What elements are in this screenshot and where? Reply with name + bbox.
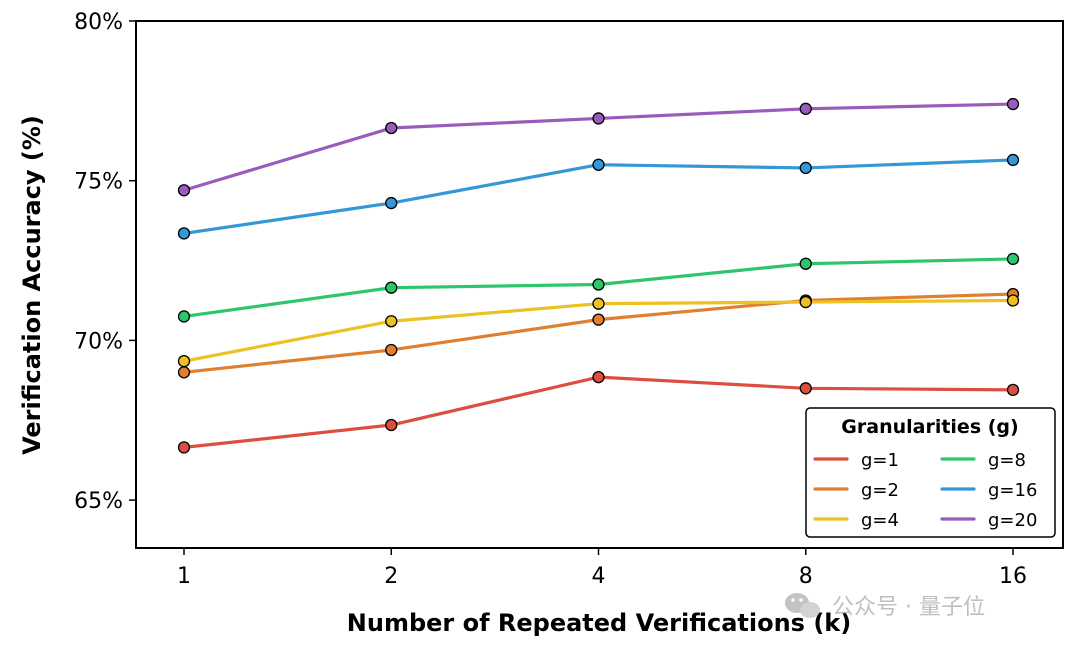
data-point-g-4 [592,297,605,310]
data-point-g-1 [385,418,398,432]
data-point-g-4 [799,295,812,309]
data-point-g-8 [385,281,398,294]
data-point-g-20 [1006,97,1020,111]
x-tick-label: 16 [999,564,1027,589]
x-axis: 1 2 4 8 16 [177,548,1027,589]
data-point-g-4 [1006,294,1020,307]
data-point-g-20 [177,184,191,197]
data-point-g-2 [592,313,605,326]
data-point-g-8 [592,278,605,291]
legend-label: g=2 [861,480,899,501]
series-line-g-16 [182,158,1015,235]
legend-label: g=4 [861,510,899,531]
y-axis-title: Verification Accuracy (%) [18,115,46,455]
data-point-g-16 [592,158,605,171]
data-point-g-20 [385,121,398,135]
y-tick-label: 65% [74,489,123,514]
data-point-g-16 [1006,153,1020,167]
data-point-g-1 [1006,383,1020,397]
y-tick-label: 75% [74,170,123,195]
data-point-g-1 [799,382,812,395]
watermark-text: 公众号 · 量子位 [832,595,985,620]
data-point-g-8 [1006,252,1020,266]
data-point-g-8 [799,257,812,270]
x-tick-label: 2 [384,564,398,589]
data-point-g-1 [592,370,605,384]
y-tick-label: 80% [74,10,123,35]
watermark: 公众号 · 量子位 [785,593,985,620]
y-tick-label: 70% [74,329,123,354]
legend-box [805,407,1056,538]
data-point-g-20 [592,112,605,125]
x-tick-label: 8 [799,564,813,589]
wechat-icon [785,593,820,618]
legend-label: g=16 [988,480,1037,501]
data-point-g-16 [799,161,812,175]
data-point-g-2 [385,343,398,357]
legend-label: g=8 [988,450,1026,471]
series-points [177,97,1020,454]
data-point-g-20 [799,102,812,115]
x-tick-label: 4 [592,564,606,589]
data-point-g-1 [177,441,191,454]
legend-label: g=20 [988,510,1037,531]
x-tick-label: 1 [177,564,191,589]
series-lines [182,102,1015,449]
legend-title: Granularities (g) [841,416,1018,438]
legend-entries: g=1 g=2 g=4 g=8 g=16 g=20 [813,450,1037,531]
x-axis-title: Number of Repeated Verifications (k) [347,609,851,637]
legend-label: g=1 [861,450,899,471]
data-point-g-16 [177,227,191,240]
data-point-g-4 [177,355,191,368]
data-point-g-8 [177,310,191,323]
data-point-g-4 [385,315,398,328]
data-point-g-2 [177,366,191,379]
data-point-g-16 [385,196,398,210]
y-axis: 65% 70% 75% 80% [74,10,136,514]
plot-frame [135,20,1064,549]
legend: Granularities (g) g=1 g=2 g=4 g=8 g=16 g=20 [805,407,1056,538]
